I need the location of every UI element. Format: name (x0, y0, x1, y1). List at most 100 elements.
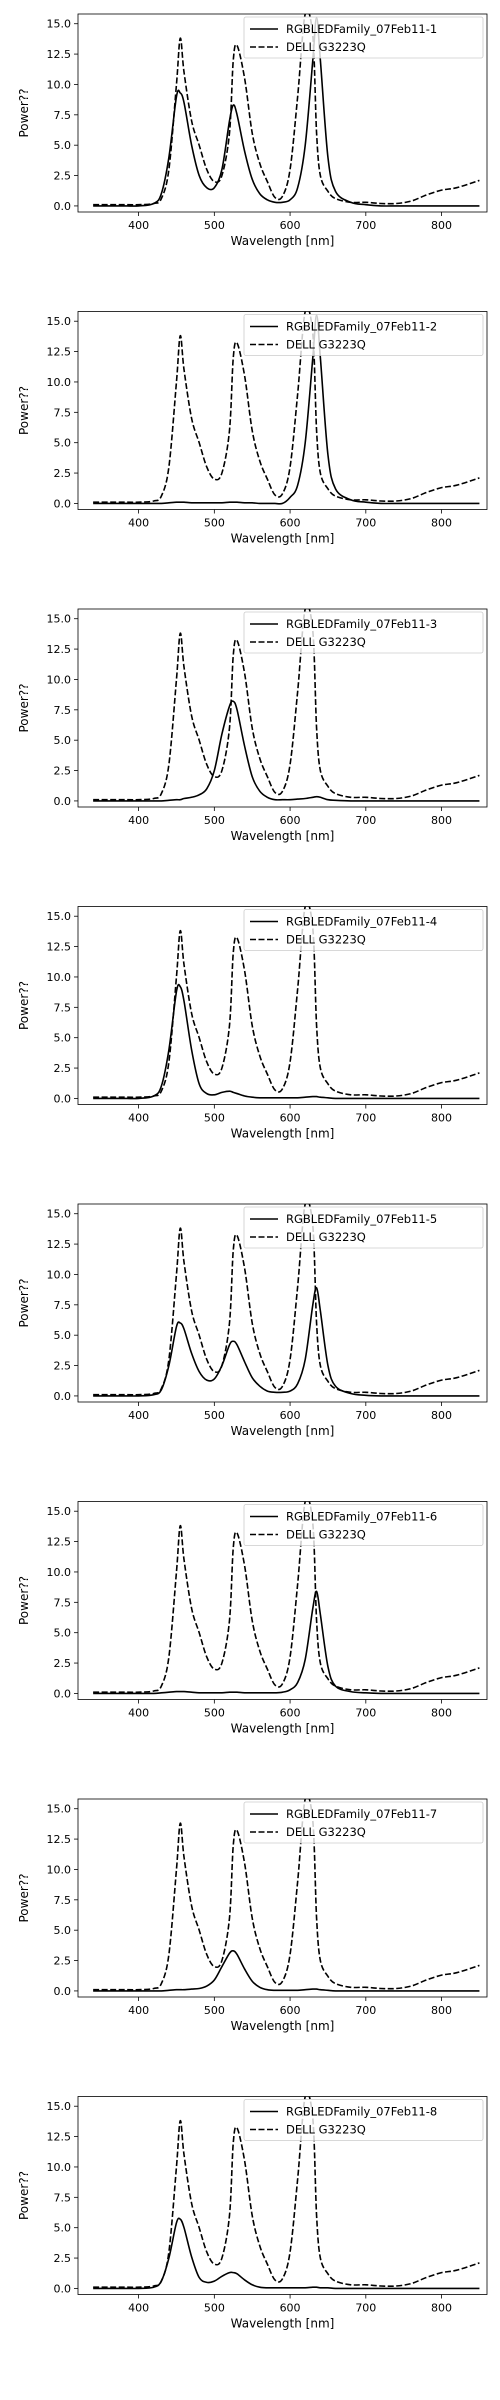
x-tick-label: 600 (280, 814, 301, 827)
y-tick-label: 0.0 (54, 1390, 72, 1403)
y-tick-label: 0.0 (54, 2282, 72, 2295)
y-tick-label: 7.5 (54, 1299, 72, 1312)
y-tick-label: 15.0 (47, 910, 72, 923)
y-tick-label: 12.5 (47, 643, 72, 656)
x-tick-label: 400 (128, 1409, 149, 1422)
series-line-dell (93, 2096, 480, 2289)
legend-label-rgbled: RGBLEDFamily_07Feb11-7 (286, 1807, 437, 1821)
x-axis-label: Wavelength [nm] (231, 1722, 335, 1736)
x-tick-label: 500 (204, 814, 225, 827)
x-tick-label: 600 (280, 1409, 301, 1422)
y-tick-label: 5.0 (54, 1329, 72, 1342)
y-tick-label: 7.5 (54, 109, 72, 122)
y-tick-label: 12.5 (47, 941, 72, 954)
y-tick-label: 15.0 (47, 315, 72, 328)
y-tick-label: 12.5 (47, 1238, 72, 1251)
y-tick-label: 7.5 (54, 704, 72, 717)
x-tick-label: 800 (431, 2302, 452, 2315)
subplot-7: 400 500 600 700 800 0.0 2.5 5.0 7.5 10.0 12.5 15.0 W… (17, 1798, 488, 2033)
y-tick-label: 2.5 (54, 170, 72, 183)
x-tick-label: 400 (128, 517, 149, 530)
series-line-dell (93, 1799, 480, 1991)
y-tick-label: 7.5 (54, 2191, 72, 2204)
y-axis-label: Power?? (17, 386, 31, 435)
x-tick-label: 500 (204, 219, 225, 232)
y-tick-label: 10.0 (47, 78, 72, 91)
x-axis-label: Wavelength [nm] (231, 829, 335, 843)
y-tick-label: 0.0 (54, 1687, 72, 1700)
y-tick-label: 7.5 (54, 1001, 72, 1014)
x-tick-label: 600 (280, 1112, 301, 1125)
x-axis-label: Wavelength [nm] (231, 2019, 335, 2033)
y-axis-label: Power?? (17, 1278, 31, 1327)
series-line-rgbled (93, 314, 480, 505)
x-tick-label: 400 (128, 814, 149, 827)
x-axis-label: Wavelength [nm] (231, 234, 335, 248)
x-tick-label: 800 (431, 219, 452, 232)
legend-label-dell: DELL G3223Q (286, 2123, 366, 2137)
y-tick-label: 5.0 (54, 1032, 72, 1045)
x-tick-label: 800 (431, 1409, 452, 1422)
legend-label-rgbled: RGBLEDFamily_07Feb11-4 (286, 915, 437, 929)
legend-label-dell: DELL G3223Q (286, 635, 366, 649)
legend-label-dell: DELL G3223Q (286, 40, 366, 54)
legend-box (243, 16, 484, 59)
y-axis-label: Power?? (17, 1576, 31, 1625)
plot-frame (77, 2096, 488, 2295)
x-tick-label: 700 (355, 814, 376, 827)
legend-box (243, 1206, 484, 1249)
x-axis-label: Wavelength [nm] (231, 532, 335, 546)
x-tick-label: 500 (204, 1112, 225, 1125)
subplot-2: 400 500 600 700 800 0.0 2.5 5.0 7.5 10.0 12.5 15.0 W… (17, 311, 488, 546)
y-tick-label: 15.0 (47, 2100, 72, 2113)
x-tick-label: 800 (431, 814, 452, 827)
y-tick-label: 7.5 (54, 1596, 72, 1609)
x-tick-label: 400 (128, 2004, 149, 2017)
subplot-6: 400 500 600 700 800 0.0 2.5 5.0 7.5 10.0 12.5 15.0 W… (17, 1501, 488, 1736)
x-tick-label: 400 (128, 1112, 149, 1125)
y-tick-label: 12.5 (47, 48, 72, 61)
legend-box (243, 2099, 484, 2141)
y-tick-label: 15.0 (47, 1505, 72, 1518)
x-tick-label: 400 (128, 1707, 149, 1720)
y-tick-label: 15.0 (47, 613, 72, 626)
legend-label-rgbled: RGBLEDFamily_07Feb11-5 (286, 1212, 437, 1226)
x-tick-label: 800 (431, 517, 452, 530)
y-tick-label: 0.0 (54, 1092, 72, 1105)
y-tick-label: 2.5 (54, 1360, 72, 1373)
legend-box (243, 611, 484, 654)
legend-label-dell: DELL G3223Q (286, 1528, 366, 1542)
legend-box (243, 314, 484, 356)
y-axis-label: Power?? (17, 683, 31, 732)
series-line-rgbled (93, 2217, 480, 2290)
x-tick-label: 700 (355, 1707, 376, 1720)
series-line-dell (93, 1204, 480, 1396)
y-tick-label: 7.5 (54, 1894, 72, 1907)
y-axis-label: Power?? (17, 981, 31, 1030)
plot-frame (77, 1203, 488, 1403)
y-tick-label: 5.0 (54, 734, 72, 747)
y-tick-label: 5.0 (54, 139, 72, 152)
x-axis-label: Wavelength [nm] (231, 1127, 335, 1141)
y-axis-label: Power?? (17, 88, 31, 137)
series-line-dell (93, 311, 480, 504)
plot-frame (77, 311, 488, 510)
y-tick-label: 10.0 (47, 971, 72, 984)
x-tick-label: 700 (355, 2302, 376, 2315)
legend-box (243, 909, 484, 951)
y-axis-label: Power?? (17, 1873, 31, 1922)
series-line-dell (93, 906, 480, 1099)
series-line-rgbled (93, 1286, 480, 1397)
y-tick-label: 7.5 (54, 406, 72, 419)
x-tick-label: 700 (355, 219, 376, 232)
legend-label-dell: DELL G3223Q (286, 933, 366, 947)
series-line-rgbled (93, 1590, 480, 1695)
x-tick-label: 800 (431, 1112, 452, 1125)
x-tick-label: 600 (280, 1707, 301, 1720)
legend-label-dell: DELL G3223Q (286, 1230, 366, 1244)
y-tick-label: 2.5 (54, 467, 72, 480)
y-axis-label: Power?? (17, 2171, 31, 2220)
subplot-5: 400 500 600 700 800 0.0 2.5 5.0 7.5 10.0 12.5 15.0 W… (17, 1203, 488, 1438)
x-tick-label: 600 (280, 219, 301, 232)
x-tick-label: 500 (204, 2302, 225, 2315)
